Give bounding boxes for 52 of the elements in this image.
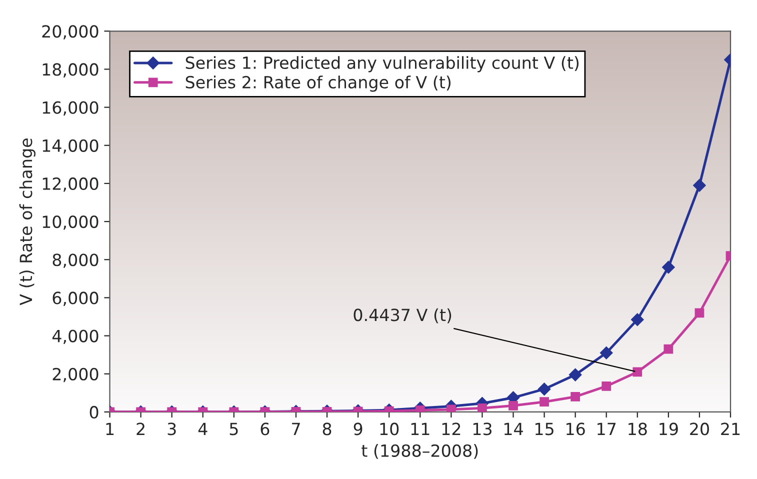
point xyxy=(632,367,642,377)
y-tick-label: 14,000 xyxy=(42,139,98,154)
x-tick-label: 17 xyxy=(598,422,616,436)
point xyxy=(693,178,706,192)
x-tick-label: 20 xyxy=(690,422,709,436)
x-tick-label: 10 xyxy=(380,422,399,436)
legend-label: Series 1: Predicted any vulnerability count V (t) xyxy=(186,56,579,72)
point xyxy=(446,404,456,412)
point xyxy=(694,308,704,318)
y-tick-label: 10,000 xyxy=(42,216,98,230)
annotation: 0.4437 V (t) xyxy=(354,308,452,324)
x-tick-label: 11 xyxy=(411,422,430,436)
point xyxy=(478,403,487,412)
y-tick-label: 16,000 xyxy=(42,101,98,116)
y-tick-label: 18,000 xyxy=(42,63,98,78)
y-tick-label: 20,000 xyxy=(42,25,98,40)
point xyxy=(570,392,580,402)
x-tick-label: 4 xyxy=(198,422,208,436)
legend-label: Series 2: Rate of change of V (t) xyxy=(186,76,451,92)
x-tick-label: 1 xyxy=(106,422,114,436)
point xyxy=(600,346,613,360)
x-tick-label: 18 xyxy=(628,422,647,436)
y-tick-label: 12,000 xyxy=(42,177,98,192)
x-tick-label: 12 xyxy=(442,422,460,436)
point xyxy=(662,260,675,274)
point xyxy=(540,397,549,407)
x-tick-label: 8 xyxy=(322,422,332,436)
x-tick-label: 6 xyxy=(260,422,270,436)
x-tick-label: 2 xyxy=(136,422,144,436)
y-tick-label: 8,000 xyxy=(52,254,98,268)
y-tick-label: 4,000 xyxy=(52,330,98,344)
point xyxy=(568,368,582,382)
point xyxy=(538,382,551,396)
x-tick-label: 13 xyxy=(473,422,492,436)
x-tick-label: 3 xyxy=(168,422,176,436)
point xyxy=(508,400,518,410)
x-tick-label: 16 xyxy=(566,422,585,436)
point xyxy=(664,344,674,354)
x-tick-label: 9 xyxy=(354,422,362,436)
x-tick-label: 21 xyxy=(721,422,740,436)
x-tick-label: 15 xyxy=(536,422,554,436)
x-axis-title: t (1988–2008) xyxy=(362,444,478,459)
x-tick-label: 14 xyxy=(504,422,523,436)
y-tick-label: 6,000 xyxy=(52,292,98,306)
y-tick-label: 0 xyxy=(90,406,98,419)
point xyxy=(602,382,612,391)
x-tick-label: 5 xyxy=(230,422,238,436)
y-tick-label: 2,000 xyxy=(52,368,98,382)
x-tick-label: 7 xyxy=(292,422,300,436)
point xyxy=(630,313,644,326)
x-tick-label: 19 xyxy=(660,422,678,436)
y-axis-title: V (t) Rate of change xyxy=(19,138,36,306)
